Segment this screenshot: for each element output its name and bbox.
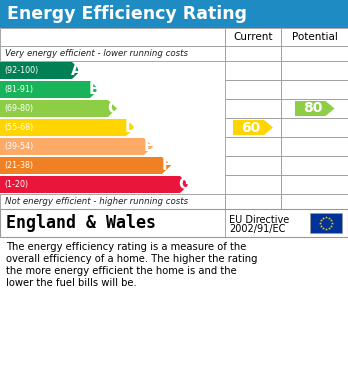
Polygon shape [90, 81, 99, 98]
Polygon shape [180, 176, 189, 193]
Text: 80: 80 [303, 102, 322, 115]
Text: Not energy efficient - higher running costs: Not energy efficient - higher running co… [5, 197, 188, 206]
Bar [281, 99, 348, 118]
Bar [281, 137, 348, 156]
Text: 60: 60 [242, 120, 261, 135]
Text: G: G [178, 177, 191, 192]
Polygon shape [264, 120, 273, 135]
Text: B: B [89, 82, 100, 97]
Polygon shape [144, 138, 153, 155]
Polygon shape [126, 119, 135, 136]
Bar [281, 194, 348, 209]
Text: 2002/91/EC: 2002/91/EC [229, 224, 285, 234]
Bar [0, 138, 144, 155]
Bar [225, 175, 281, 194]
Polygon shape [162, 157, 171, 174]
Bar [0, 157, 162, 174]
Polygon shape [72, 62, 81, 79]
Text: A: A [71, 63, 82, 78]
Polygon shape [108, 100, 117, 117]
Bar [281, 175, 348, 194]
Text: lower the fuel bills will be.: lower the fuel bills will be. [6, 278, 137, 288]
Bar [281, 61, 348, 80]
Text: (55-68): (55-68) [4, 123, 33, 132]
Text: Energy Efficiency Rating: Energy Efficiency Rating [7, 5, 247, 23]
Text: EU Directive: EU Directive [229, 215, 289, 225]
Text: D: D [124, 120, 137, 135]
Text: E: E [143, 139, 154, 154]
Bar [225, 194, 281, 209]
Text: C: C [107, 101, 118, 116]
Bar [225, 61, 281, 80]
Text: Very energy efficient - lower running costs: Very energy efficient - lower running co… [5, 49, 188, 58]
Bar [225, 156, 281, 175]
Bar [281, 156, 348, 175]
Bar [0, 46, 225, 61]
Bar [281, 28, 348, 46]
Bar [0, 62, 72, 79]
Bar [281, 118, 348, 137]
Text: F: F [161, 158, 172, 173]
Text: England & Wales: England & Wales [6, 214, 156, 232]
Text: Potential: Potential [292, 32, 338, 42]
Text: (81-91): (81-91) [4, 85, 33, 94]
Bar [233, 120, 264, 135]
Text: the more energy efficient the home is and the: the more energy efficient the home is an… [6, 266, 237, 276]
Bar [0, 100, 108, 117]
Bar [225, 80, 281, 99]
Text: (21-38): (21-38) [4, 161, 33, 170]
Bar [0, 119, 126, 136]
Bar [225, 99, 281, 118]
Bar [0, 176, 180, 193]
Text: Current: Current [233, 32, 273, 42]
Bar [0, 194, 225, 209]
Bar [225, 46, 281, 61]
Bar [0, 209, 348, 237]
Bar [281, 80, 348, 99]
Bar [294, 101, 325, 116]
Text: (92-100): (92-100) [4, 66, 38, 75]
Text: (69-80): (69-80) [4, 104, 33, 113]
Bar [0, 28, 225, 46]
Bar [281, 46, 348, 61]
Text: (39-54): (39-54) [4, 142, 33, 151]
Text: (1-20): (1-20) [4, 180, 28, 189]
Bar [0, 0, 348, 28]
Bar [310, 213, 342, 233]
Bar [0, 81, 90, 98]
Polygon shape [325, 101, 334, 116]
Bar [225, 118, 281, 137]
Text: The energy efficiency rating is a measure of the: The energy efficiency rating is a measur… [6, 242, 246, 252]
Bar [225, 28, 281, 46]
Text: overall efficiency of a home. The higher the rating: overall efficiency of a home. The higher… [6, 254, 258, 264]
Bar [225, 137, 281, 156]
